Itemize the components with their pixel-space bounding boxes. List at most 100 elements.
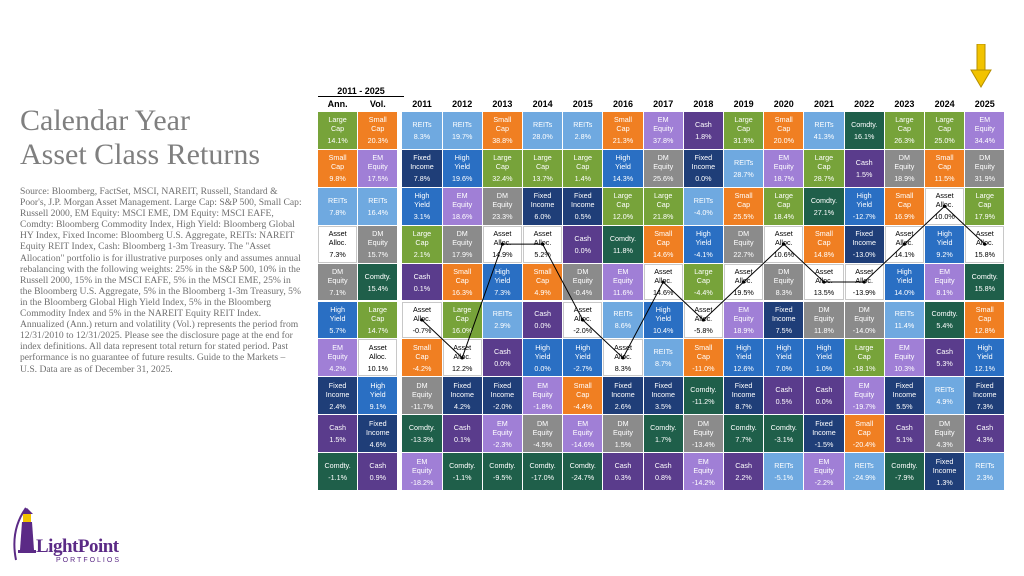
cell-asset-label: Large Cap xyxy=(573,153,592,172)
cell-asset-label: Asset Alloc. xyxy=(855,267,874,286)
cell-asset-label: Large Cap xyxy=(895,115,914,134)
table-cell: Small Cap 11.5% xyxy=(925,149,965,187)
cell-asset-label: REITs xyxy=(774,461,794,471)
cell-asset-label: Cash xyxy=(453,423,471,433)
cell-asset-label: EM Equity xyxy=(367,153,388,172)
cell-asset-label: EM Equity xyxy=(894,342,915,361)
table-cell: Cash 0.8% xyxy=(643,453,683,490)
cell-asset-label: Fixed Income xyxy=(530,191,555,210)
table-cell: Comdty. -1.1% xyxy=(318,453,358,490)
table-cell: Asset Alloc. 19.5% xyxy=(724,263,764,301)
cell-return-value: 19.6% xyxy=(451,174,473,184)
cell-return-value: 2.6% xyxy=(614,401,632,411)
column-header-2022: 2022 xyxy=(854,99,875,109)
cell-return-value: 4.2% xyxy=(329,363,346,373)
cell-asset-label: EM Equity xyxy=(653,115,674,134)
table-cell: High Yield 3.1% xyxy=(402,187,442,225)
cell-return-value: 0.1% xyxy=(453,435,471,445)
cell-asset-label: DM Equity xyxy=(572,267,593,286)
cell-return-value: 14.0% xyxy=(894,288,915,298)
cell-return-value: 4.6% xyxy=(369,439,386,449)
cell-asset-label: Comdty. xyxy=(931,309,958,319)
table-cell: Comdty. 11.8% xyxy=(603,225,643,263)
cell-asset-label: REITs xyxy=(653,347,673,357)
table-cell: Cash 5.1% xyxy=(884,415,924,453)
cell-return-value: 8.6% xyxy=(614,321,632,331)
table-cell: Large Cap 18.4% xyxy=(764,187,804,225)
column-header-2014: 2014 xyxy=(532,99,553,109)
cell-return-value: 14.3% xyxy=(612,174,634,184)
table-cell: Small Cap 9.8% xyxy=(318,149,358,187)
cell-return-value: 18.6% xyxy=(451,212,473,222)
cell-return-value: 10.3% xyxy=(894,363,915,373)
table-cell: Small Cap 38.8% xyxy=(482,112,522,149)
cell-return-value: -1.8% xyxy=(533,401,552,411)
cell-asset-label: REITs xyxy=(894,309,914,319)
cell-asset-label: Asset Alloc. xyxy=(493,229,512,248)
cell-return-value: -13.3% xyxy=(410,435,434,445)
table-cell: Cash 2.2% xyxy=(724,453,764,490)
table-cell: EM Equity 4.2% xyxy=(318,339,358,377)
table-cell: Small Cap 14.8% xyxy=(804,225,844,263)
table-cell: REITs -24.9% xyxy=(844,453,884,490)
cell-asset-label: Asset Alloc. xyxy=(895,229,914,248)
cell-return-value: -2.7% xyxy=(573,363,593,373)
cell-asset-label: Asset Alloc. xyxy=(368,342,387,361)
cell-asset-label: Large Cap xyxy=(935,115,954,134)
cell-asset-label: Cash xyxy=(494,347,511,357)
cell-asset-label: Asset Alloc. xyxy=(734,267,753,286)
cell-asset-label: Fixed Income xyxy=(570,191,595,210)
cell-return-value: -0.7% xyxy=(412,325,432,335)
cell-return-value: 8.3% xyxy=(775,288,792,298)
cell-return-value: 0.8% xyxy=(654,473,672,483)
cell-return-value: 16.1% xyxy=(853,131,875,141)
cell-return-value: 14.6% xyxy=(652,250,674,260)
cell-return-value: 8.7% xyxy=(654,359,672,369)
cell-return-value: 11.5% xyxy=(934,174,955,184)
cell-return-value: 11.8% xyxy=(613,245,633,255)
column-header-2023: 2023 xyxy=(894,99,915,109)
cell-return-value: 2.1% xyxy=(413,250,431,260)
cell-asset-label: Comdty. xyxy=(529,461,556,471)
column-header-2025: 2025 xyxy=(974,99,995,109)
cell-return-value: 5.5% xyxy=(896,401,913,411)
cell-return-value: 14.7% xyxy=(367,325,388,335)
cell-return-value: 8.3% xyxy=(413,131,431,141)
cell-return-value: 28.0% xyxy=(532,131,553,141)
table-cell: Asset Alloc. 12.2% xyxy=(442,339,482,377)
cell-return-value: -4.2% xyxy=(412,363,432,373)
cell-return-value: 17.5% xyxy=(367,174,388,184)
cell-asset-label: EM Equity xyxy=(492,418,513,437)
table-cell: Asset Alloc. -0.7% xyxy=(402,301,442,339)
cell-return-value: -19.7% xyxy=(852,401,876,411)
table-cell: Comdty. -7.9% xyxy=(884,453,924,490)
cell-asset-label: High Yield xyxy=(775,342,792,361)
table-cell: Asset Alloc. 8.3% xyxy=(603,339,643,377)
cell-asset-label: High Yield xyxy=(976,342,993,361)
cell-asset-label: Large Cap xyxy=(814,153,834,172)
table-cell: High Yield 9.2% xyxy=(925,225,965,263)
cell-asset-label: Small Cap xyxy=(453,267,472,286)
cell-return-value: 1.4% xyxy=(574,174,591,184)
column-header-2020: 2020 xyxy=(773,99,794,109)
cell-asset-label: EM Equity xyxy=(572,418,593,437)
cell-asset-label: DM Equity xyxy=(327,267,348,286)
cell-asset-label: Asset Alloc. xyxy=(935,191,954,210)
cell-return-value: -14.0% xyxy=(852,325,876,335)
cell-asset-label: Small Cap xyxy=(774,115,793,134)
column-header-2024: 2024 xyxy=(934,99,955,109)
cell-return-value: 15.8% xyxy=(974,283,995,293)
cell-asset-label: EM Equity xyxy=(934,267,955,286)
cell-return-value: 0.5% xyxy=(775,397,792,407)
table-cell: Comdty. 27.1% xyxy=(804,187,844,225)
table-cell: DM Equity 31.9% xyxy=(965,149,1005,187)
cell-asset-label: REITs xyxy=(412,119,432,129)
cell-return-value: 7.5% xyxy=(775,325,792,335)
cell-return-value: 1.8% xyxy=(695,131,712,141)
table-cell: Comdty. -24.7% xyxy=(563,453,603,490)
cell-return-value: -17.0% xyxy=(531,473,554,483)
cell-asset-label: High Yield xyxy=(816,342,832,361)
table-cell: Cash 1.5% xyxy=(318,415,358,453)
cell-return-value: -2.3% xyxy=(493,439,512,449)
cell-return-value: -3.1% xyxy=(774,435,794,445)
